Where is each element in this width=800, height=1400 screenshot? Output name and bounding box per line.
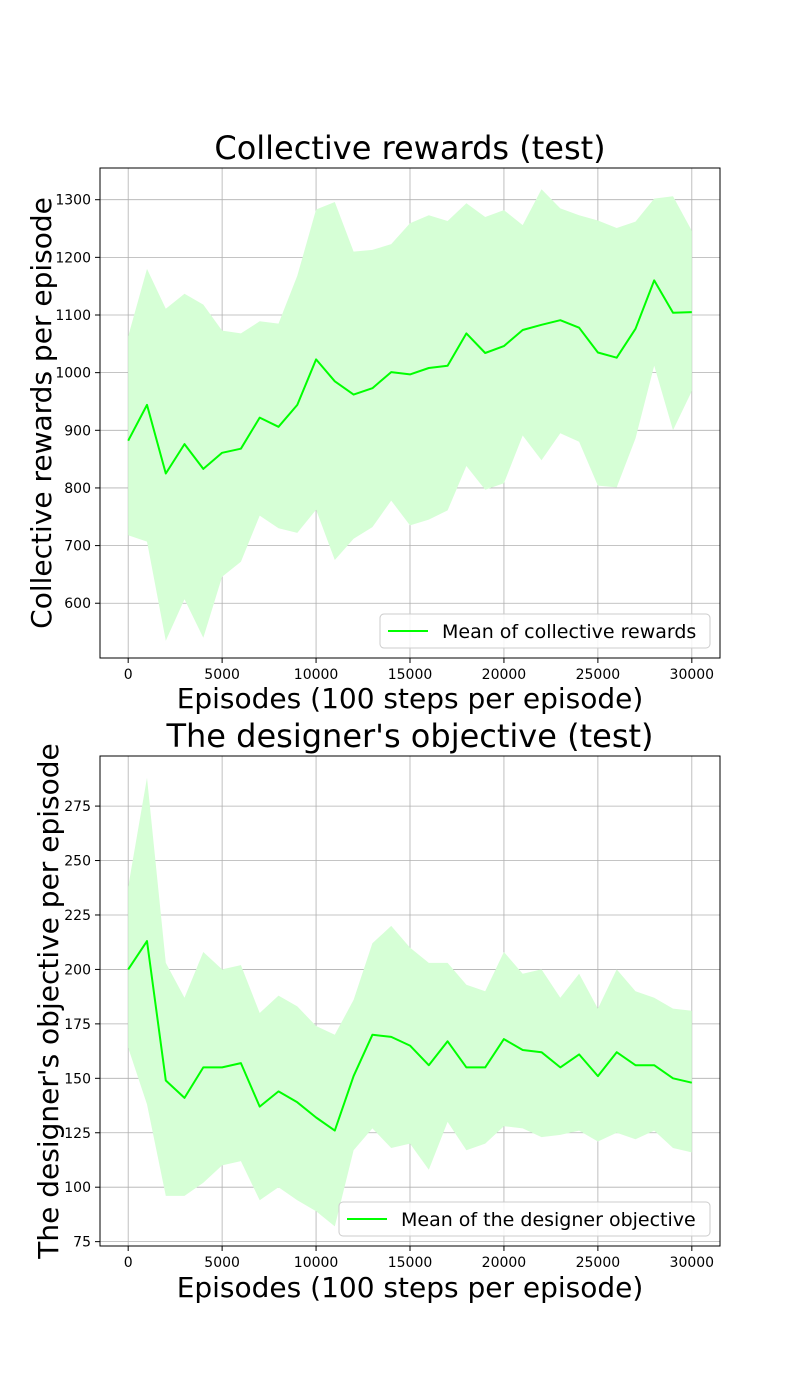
y-tick-label: 900 — [64, 423, 91, 439]
mean-series-line — [127, 279, 692, 475]
x-tick-label: 25000 — [576, 1255, 621, 1271]
x-tick-label: 30000 — [670, 1255, 715, 1271]
confidence-band — [128, 777, 692, 1227]
legend: Mean of the designer objective — [338, 1201, 711, 1237]
mean-line — [127, 940, 693, 1132]
y-tick-label: 200 — [64, 962, 91, 978]
y-tick-label: 700 — [64, 539, 91, 555]
y-tick-label: 1200 — [55, 250, 91, 266]
legend: Mean of collective rewards — [379, 613, 711, 649]
legend-box — [338, 1201, 711, 1237]
y-tick-label: 125 — [64, 1126, 91, 1142]
y-tick-label: 800 — [64, 481, 91, 497]
mean-series-line — [127, 940, 693, 1132]
y-tick-label: 75 — [73, 1235, 91, 1251]
y-tick-label: 250 — [64, 854, 91, 870]
legend-box — [379, 613, 711, 649]
legend-entry: Mean of collective rewards — [442, 621, 696, 643]
x-axis-label: Episodes (100 steps per episode) — [177, 682, 644, 715]
y-axis-label: Collective rewards per episode — [25, 197, 58, 629]
collective-rewards-chart: 0 5000 10000 15000 20000 25000 30000 600 700 800 9… — [25, 129, 721, 715]
chart-title: Collective rewards (test) — [214, 129, 605, 167]
y-tick-label: 275 — [64, 799, 91, 815]
std-band — [128, 777, 692, 1227]
y-tick-label: 600 — [64, 596, 91, 612]
y-tick-label: 225 — [64, 908, 91, 924]
y-tick-label: 175 — [64, 1017, 91, 1033]
x-axis-label: Episodes (100 steps per episode) — [177, 1271, 644, 1304]
x-tick-label: 20000 — [482, 1255, 527, 1271]
x-tick-label: 15000 — [388, 667, 433, 683]
chart-title: The designer's objective (test) — [165, 717, 653, 755]
ticks: 0 5000 10000 15000 20000 25000 30000 75 100 125 15… — [64, 799, 714, 1271]
ticks: 0 5000 10000 15000 20000 25000 30000 600 700 800 9… — [55, 193, 714, 683]
mean-line — [127, 279, 692, 475]
legend-entry: Mean of the designer objective — [401, 1209, 696, 1231]
y-tick-label: 150 — [64, 1071, 91, 1087]
x-tick-label: 15000 — [388, 1255, 433, 1271]
designer-objective-chart: 0 5000 10000 15000 20000 25000 30000 75 100 125 15… — [32, 717, 721, 1304]
y-tick-label: 1100 — [55, 308, 91, 324]
x-tick-label: 30000 — [670, 667, 715, 683]
x-tick-label: 0 — [124, 667, 133, 683]
y-tick-label: 100 — [64, 1180, 91, 1196]
x-tick-label: 0 — [124, 1255, 133, 1271]
confidence-band — [128, 189, 692, 641]
y-axis-label: The designer's objective per episode — [32, 743, 65, 1259]
x-tick-label: 10000 — [294, 667, 339, 683]
x-tick-label: 20000 — [482, 667, 527, 683]
x-tick-label: 5000 — [204, 667, 240, 683]
x-tick-label: 10000 — [294, 1255, 339, 1271]
x-tick-label: 5000 — [204, 1255, 240, 1271]
y-tick-label: 1300 — [55, 193, 91, 209]
x-tick-label: 25000 — [576, 667, 621, 683]
std-band — [128, 189, 692, 641]
y-tick-label: 1000 — [55, 366, 91, 382]
